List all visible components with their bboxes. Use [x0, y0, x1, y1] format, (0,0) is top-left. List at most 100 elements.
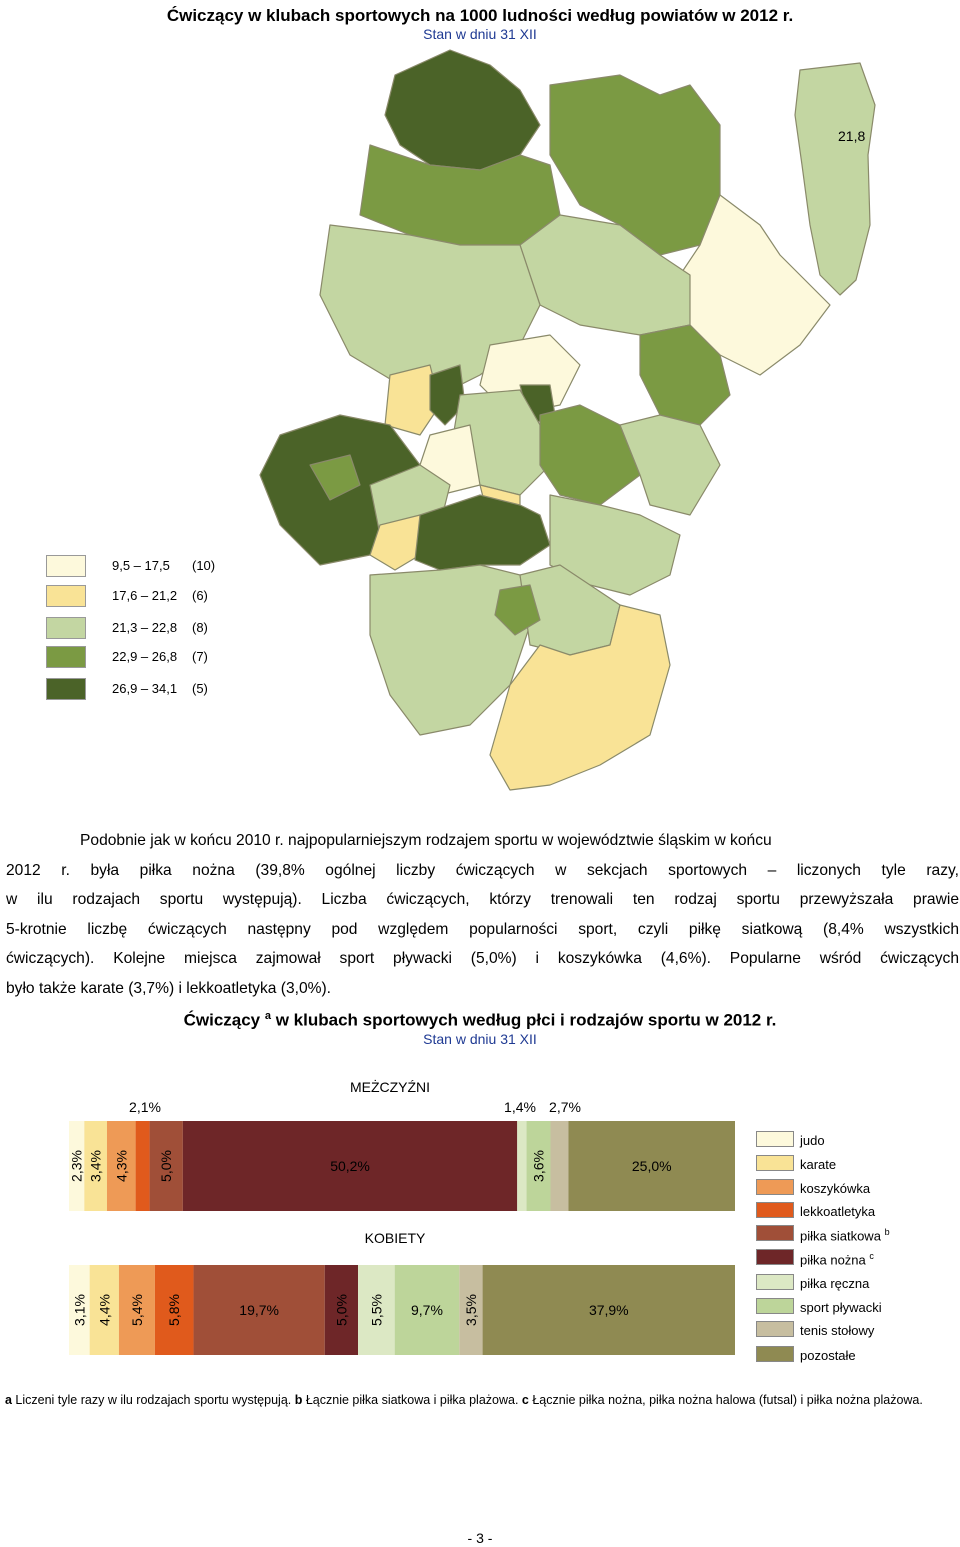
map-region — [794, 62, 876, 296]
footnote-key: c — [521, 1393, 529, 1407]
data-label: 3,6% — [531, 1150, 547, 1182]
bar-segment — [149, 1121, 183, 1211]
data-label: 37,9% — [589, 1302, 629, 1318]
paragraph-line: w ilu rodzajach sportu występują). Liczb… — [6, 891, 959, 909]
chart-subtitle: Stan w dniu 31 XII — [423, 1031, 537, 1047]
bar-segment — [154, 1265, 194, 1355]
bar-segment — [89, 1265, 119, 1355]
bar-segment — [550, 1121, 569, 1211]
paragraph-line: 2012 r. była piłka nożna (39,8% ogólnej … — [6, 861, 959, 879]
legend-count: (6) — [192, 588, 208, 603]
legend-swatch — [46, 585, 86, 607]
bar-segment — [106, 1121, 136, 1211]
footnote-text: Łącznie piłka siatkowa i piłka plażowa. — [302, 1393, 522, 1407]
map-region — [494, 584, 541, 636]
bar-segment — [482, 1265, 735, 1355]
data-label: 2,3% — [69, 1150, 85, 1182]
legend-range: 9,5 – 17,5 — [112, 558, 170, 573]
legend-swatch-pilka-nozna — [756, 1249, 794, 1265]
data-label: 5,5% — [368, 1294, 384, 1326]
legend-label: karate — [800, 1157, 837, 1172]
legend-swatch — [46, 646, 86, 668]
map-region — [384, 49, 541, 171]
bar-segment — [193, 1265, 325, 1355]
data-label: 5,4% — [129, 1294, 145, 1326]
legend-label: judo — [800, 1133, 825, 1148]
map-region — [639, 324, 731, 426]
legend-range: 26,9 – 34,1 — [112, 681, 178, 696]
data-label: 5,0% — [158, 1150, 174, 1182]
data-label: 9,7% — [411, 1302, 443, 1318]
map-region — [384, 364, 441, 436]
data-label: 3,4% — [88, 1150, 104, 1182]
map-value-label: 21,8 — [838, 128, 866, 144]
bar-segment — [358, 1265, 395, 1355]
legend-count: (10) — [192, 558, 216, 573]
data-label: 4,3% — [113, 1150, 129, 1182]
legend-swatch-koszykowka — [756, 1179, 794, 1195]
map-region — [414, 494, 551, 571]
map-region — [429, 364, 466, 426]
data-label: 25,0% — [632, 1158, 672, 1174]
bar-segment — [526, 1121, 551, 1211]
data-label: 5,8% — [166, 1294, 182, 1326]
legend-swatch-pilka-siatkowa — [756, 1225, 794, 1241]
legend-label: tenis stołowy — [800, 1323, 875, 1338]
chart-title-part: Ćwiczący — [183, 1010, 261, 1030]
bar-segment — [324, 1265, 359, 1355]
chart-title-part: w klubach sportowych według płci i rodza… — [275, 1010, 777, 1030]
data-label: 50,2% — [330, 1158, 370, 1174]
bar-segment — [568, 1121, 735, 1211]
legend-range: 22,9 – 26,8 — [112, 649, 178, 664]
legend-swatch — [46, 555, 86, 577]
legend-label: pozostałe — [800, 1348, 856, 1363]
data-label: 3,1% — [71, 1294, 87, 1326]
map-region — [369, 514, 421, 571]
footnote-key: b — [294, 1393, 303, 1407]
legend-label: koszykówka — [800, 1181, 871, 1196]
map-subtitle: Stan w dniu 31 XII — [423, 26, 537, 42]
legend-swatch-tenis-stolowy — [756, 1321, 794, 1337]
bar-segment — [69, 1265, 90, 1355]
bar-segment — [135, 1121, 150, 1211]
map-region — [489, 604, 671, 791]
paragraph-line: 5-krotnie liczbę ćwiczących następny pod… — [6, 920, 959, 938]
legend-label: piłka ręczna — [800, 1276, 870, 1291]
series-name: KOBIETY — [365, 1230, 426, 1246]
choropleth-map — [259, 49, 876, 791]
data-label: 19,7% — [239, 1302, 279, 1318]
legend-label: lekkoatletyka — [800, 1204, 876, 1219]
legend-range: 21,3 – 22,8 — [112, 620, 178, 635]
legend-swatch-lekkoatletyka — [756, 1202, 794, 1218]
body-paragraph: Podobnie jak w końcu 2010 r. najpopularn… — [6, 826, 959, 1004]
data-label: 2,1% — [129, 1099, 161, 1115]
map-region — [519, 214, 691, 336]
footnote: a Liczeni tyle razy w ilu rodzajach spor… — [5, 1393, 960, 1408]
bar-segment — [69, 1121, 85, 1211]
page-number: - 3 - — [467, 1530, 493, 1546]
series-name: MEŻCZYŹNI — [350, 1078, 430, 1095]
legend-swatch-pilka-reczna — [756, 1274, 794, 1290]
bar-segment — [84, 1121, 107, 1211]
legend-count: (5) — [192, 681, 208, 696]
map-region — [309, 454, 361, 501]
chart-title: Ćwiczący a w klubach sportowych według p… — [0, 1010, 960, 1031]
legend-swatch-judo — [756, 1131, 794, 1147]
legend-count: (8) — [192, 620, 208, 635]
legend-range: 17,6 – 21,2 — [112, 588, 178, 603]
legend-swatch-sport-plywacki — [756, 1298, 794, 1314]
bar-segment — [459, 1265, 483, 1355]
data-label: 5,0% — [333, 1294, 349, 1326]
map-region — [539, 404, 641, 506]
data-label: 1,4% — [504, 1099, 536, 1115]
footnote-text: Liczeni tyle razy w ilu rodzajach sportu… — [11, 1393, 295, 1407]
data-label: 4,4% — [96, 1294, 112, 1326]
data-label: 2,7% — [549, 1099, 581, 1115]
paragraph-line: było także karate (3,7%) i lekkoatletyka… — [6, 979, 332, 997]
paragraph-line: Podobnie jak w końcu 2010 r. najpopularn… — [80, 832, 772, 849]
bar-segment — [394, 1265, 460, 1355]
legend-label: sport pływacki — [800, 1300, 882, 1315]
bar-segment — [517, 1121, 527, 1211]
legend-swatch — [46, 617, 86, 639]
footnote-text: Łącznie piłka nożna, piłka nożna halowa … — [528, 1393, 923, 1407]
